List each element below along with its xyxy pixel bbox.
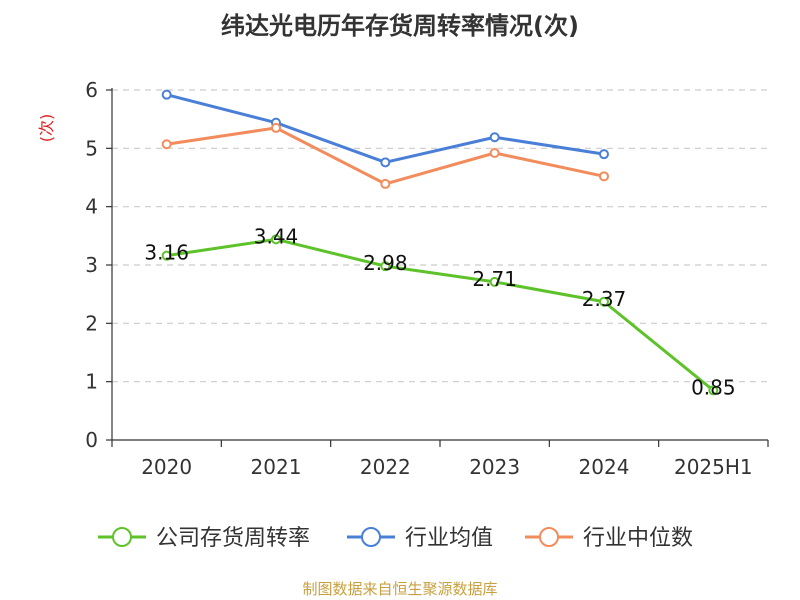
data-point bbox=[161, 250, 172, 261]
data-point bbox=[489, 276, 500, 287]
data-label: 2.37 bbox=[582, 287, 627, 311]
data-point bbox=[161, 139, 172, 150]
data-point bbox=[599, 296, 609, 307]
data-label: 3.16 bbox=[144, 241, 189, 265]
data-point bbox=[380, 261, 391, 272]
data-label: 0.85 bbox=[691, 375, 736, 399]
y-tick-label: 6 bbox=[85, 78, 98, 102]
legend-label: 行业中位数 bbox=[583, 526, 693, 551]
series-line bbox=[166, 93, 605, 164]
data-point bbox=[489, 132, 500, 143]
legend-marker bbox=[112, 527, 132, 547]
data-label: 2.98 bbox=[363, 251, 408, 275]
data-point bbox=[271, 122, 281, 133]
legend-label: 行业均值 bbox=[405, 526, 493, 551]
x-tick-label: 2024 bbox=[579, 455, 630, 479]
series-line bbox=[166, 126, 605, 186]
x-tick-label: 2020 bbox=[141, 455, 192, 479]
y-tick-label: 2 bbox=[85, 311, 98, 335]
x-tick-label: 2022 bbox=[360, 455, 411, 479]
y-axis-label: (次) bbox=[37, 114, 56, 143]
series-line bbox=[166, 237, 715, 392]
data-point bbox=[489, 148, 500, 158]
source-note: 制图数据来自恒生聚源数据库 bbox=[302, 580, 498, 598]
x-tick-label: 2023 bbox=[469, 455, 520, 479]
data-label: 3.44 bbox=[254, 224, 299, 248]
data-point bbox=[161, 89, 172, 100]
legend-marker bbox=[361, 527, 381, 547]
y-tick-label: 4 bbox=[85, 195, 98, 219]
x-tick-label: 2021 bbox=[251, 455, 302, 479]
data-point bbox=[599, 171, 609, 182]
data-label: 2.71 bbox=[472, 267, 517, 291]
data-point bbox=[708, 385, 719, 396]
y-tick-label: 3 bbox=[85, 253, 98, 277]
x-tick-label: 2025H1 bbox=[674, 455, 753, 479]
legend-marker bbox=[539, 527, 559, 547]
chart-title: 纬达光电历年存货周转率情况(次) bbox=[221, 12, 579, 40]
data-point bbox=[380, 157, 391, 168]
y-tick-label: 0 bbox=[85, 428, 98, 452]
data-point bbox=[599, 149, 609, 160]
legend-label: 公司存货周转率 bbox=[156, 526, 310, 551]
data-point bbox=[380, 178, 391, 189]
data-point bbox=[271, 234, 281, 245]
y-tick-label: 5 bbox=[85, 136, 98, 160]
y-tick-label: 1 bbox=[85, 370, 98, 394]
